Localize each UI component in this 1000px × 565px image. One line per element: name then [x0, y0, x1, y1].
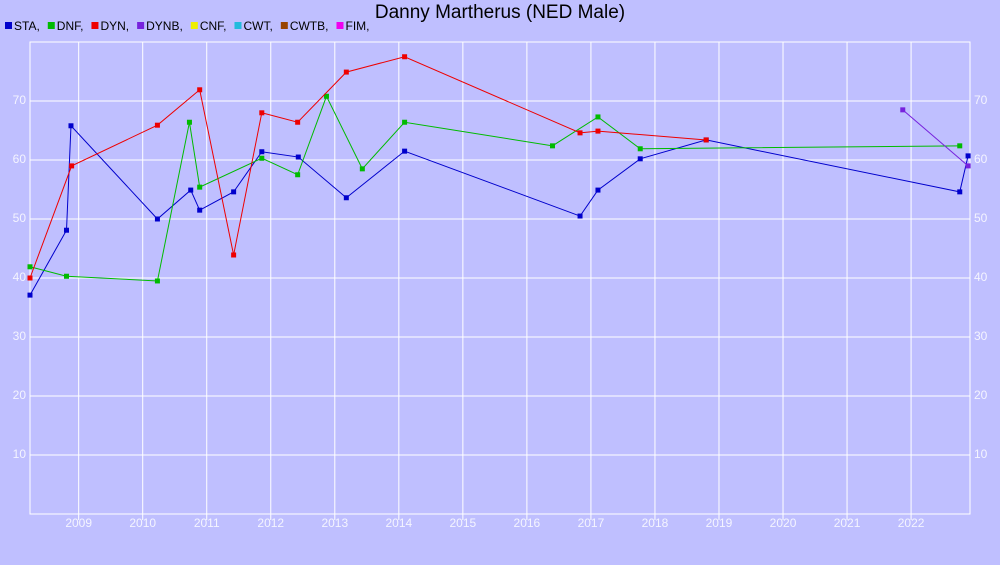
point: [154, 216, 160, 222]
legend-label: STA,: [14, 19, 40, 33]
legend-swatch: [190, 22, 198, 29]
series-line: [29, 95, 960, 282]
x-tick-label: 2021: [834, 516, 861, 530]
y-tick-label-right: 60: [974, 152, 988, 166]
y-tick-label-right: 40: [974, 270, 988, 284]
y-tick-label: 70: [13, 93, 27, 107]
x-tick-label: 2022: [898, 516, 925, 530]
x-tick-label: 2010: [129, 516, 156, 530]
point: [63, 273, 69, 279]
point: [295, 154, 301, 160]
y-tick-label: 40: [13, 270, 27, 284]
point: [27, 275, 33, 281]
x-tick-label: 2018: [642, 516, 669, 530]
point: [197, 87, 203, 93]
point: [703, 137, 709, 143]
x-tick-label: 2019: [706, 516, 733, 530]
point: [637, 146, 643, 152]
point: [577, 130, 583, 136]
point: [595, 187, 601, 193]
legend-label: DYN,: [100, 19, 129, 33]
point: [69, 163, 75, 169]
point: [68, 123, 74, 129]
point: [154, 122, 160, 128]
y-tick-label: 30: [13, 329, 27, 343]
point: [595, 114, 601, 120]
legend-swatch: [280, 22, 288, 29]
y-tick-label: 50: [13, 211, 27, 225]
point: [295, 172, 301, 178]
legend-swatch: [336, 22, 344, 29]
point: [323, 93, 329, 99]
point: [343, 69, 349, 75]
x-tick-label: 2020: [770, 516, 797, 530]
point: [343, 195, 349, 201]
point: [197, 184, 203, 190]
legend-swatch: [234, 22, 242, 29]
point: [402, 54, 408, 60]
legend-label: FIM,: [345, 19, 369, 33]
point: [27, 292, 33, 298]
y-tick-label-right: 70: [974, 93, 988, 107]
legend-label: DYNB,: [146, 19, 183, 33]
point: [637, 156, 643, 162]
point: [231, 252, 237, 258]
point: [154, 278, 160, 284]
x-tick-label: 2017: [578, 516, 605, 530]
legend-swatch: [137, 22, 145, 29]
legend-label: DNF,: [57, 19, 84, 33]
series-line: [29, 56, 707, 279]
x-tick-label: 2011: [194, 516, 220, 530]
x-tick-label: 2014: [385, 516, 412, 530]
x-tick-label: 2013: [321, 516, 348, 530]
point: [402, 148, 408, 154]
point: [259, 149, 265, 155]
point: [577, 213, 583, 219]
point: [188, 187, 194, 193]
point: [595, 128, 601, 134]
point: [197, 207, 203, 213]
point: [231, 189, 237, 195]
point: [27, 264, 33, 270]
x-tick-label: 2016: [514, 516, 541, 530]
legend-swatch: [91, 22, 99, 29]
point: [900, 107, 906, 113]
point: [295, 119, 301, 125]
y-tick-label: 10: [13, 447, 27, 461]
point: [957, 143, 963, 149]
point: [550, 143, 556, 149]
y-tick-label: 60: [13, 152, 27, 166]
y-tick-label-right: 10: [974, 447, 988, 461]
y-tick-label-right: 50: [974, 211, 988, 225]
point: [965, 163, 971, 169]
legend-label: CWT,: [243, 19, 272, 33]
point: [359, 166, 365, 172]
point: [63, 227, 69, 233]
point: [259, 155, 265, 161]
point: [957, 189, 963, 195]
legend-label: CWTB,: [290, 19, 329, 33]
x-tick-label: 2015: [450, 516, 477, 530]
point: [402, 119, 408, 125]
point: [259, 110, 265, 116]
y-tick-label-right: 20: [974, 388, 988, 402]
x-tick-label: 2012: [257, 516, 284, 530]
y-tick-label-right: 30: [974, 329, 988, 343]
point: [965, 153, 971, 159]
point: [186, 119, 192, 125]
series-line: [902, 109, 969, 167]
x-tick-label: 2009: [65, 516, 92, 530]
legend-swatch: [5, 22, 12, 29]
legend-swatch: [47, 22, 55, 29]
legend-label: CNF,: [200, 19, 227, 33]
y-tick-label: 20: [13, 388, 27, 402]
chart-title: Danny Martherus (NED Male): [375, 2, 625, 23]
